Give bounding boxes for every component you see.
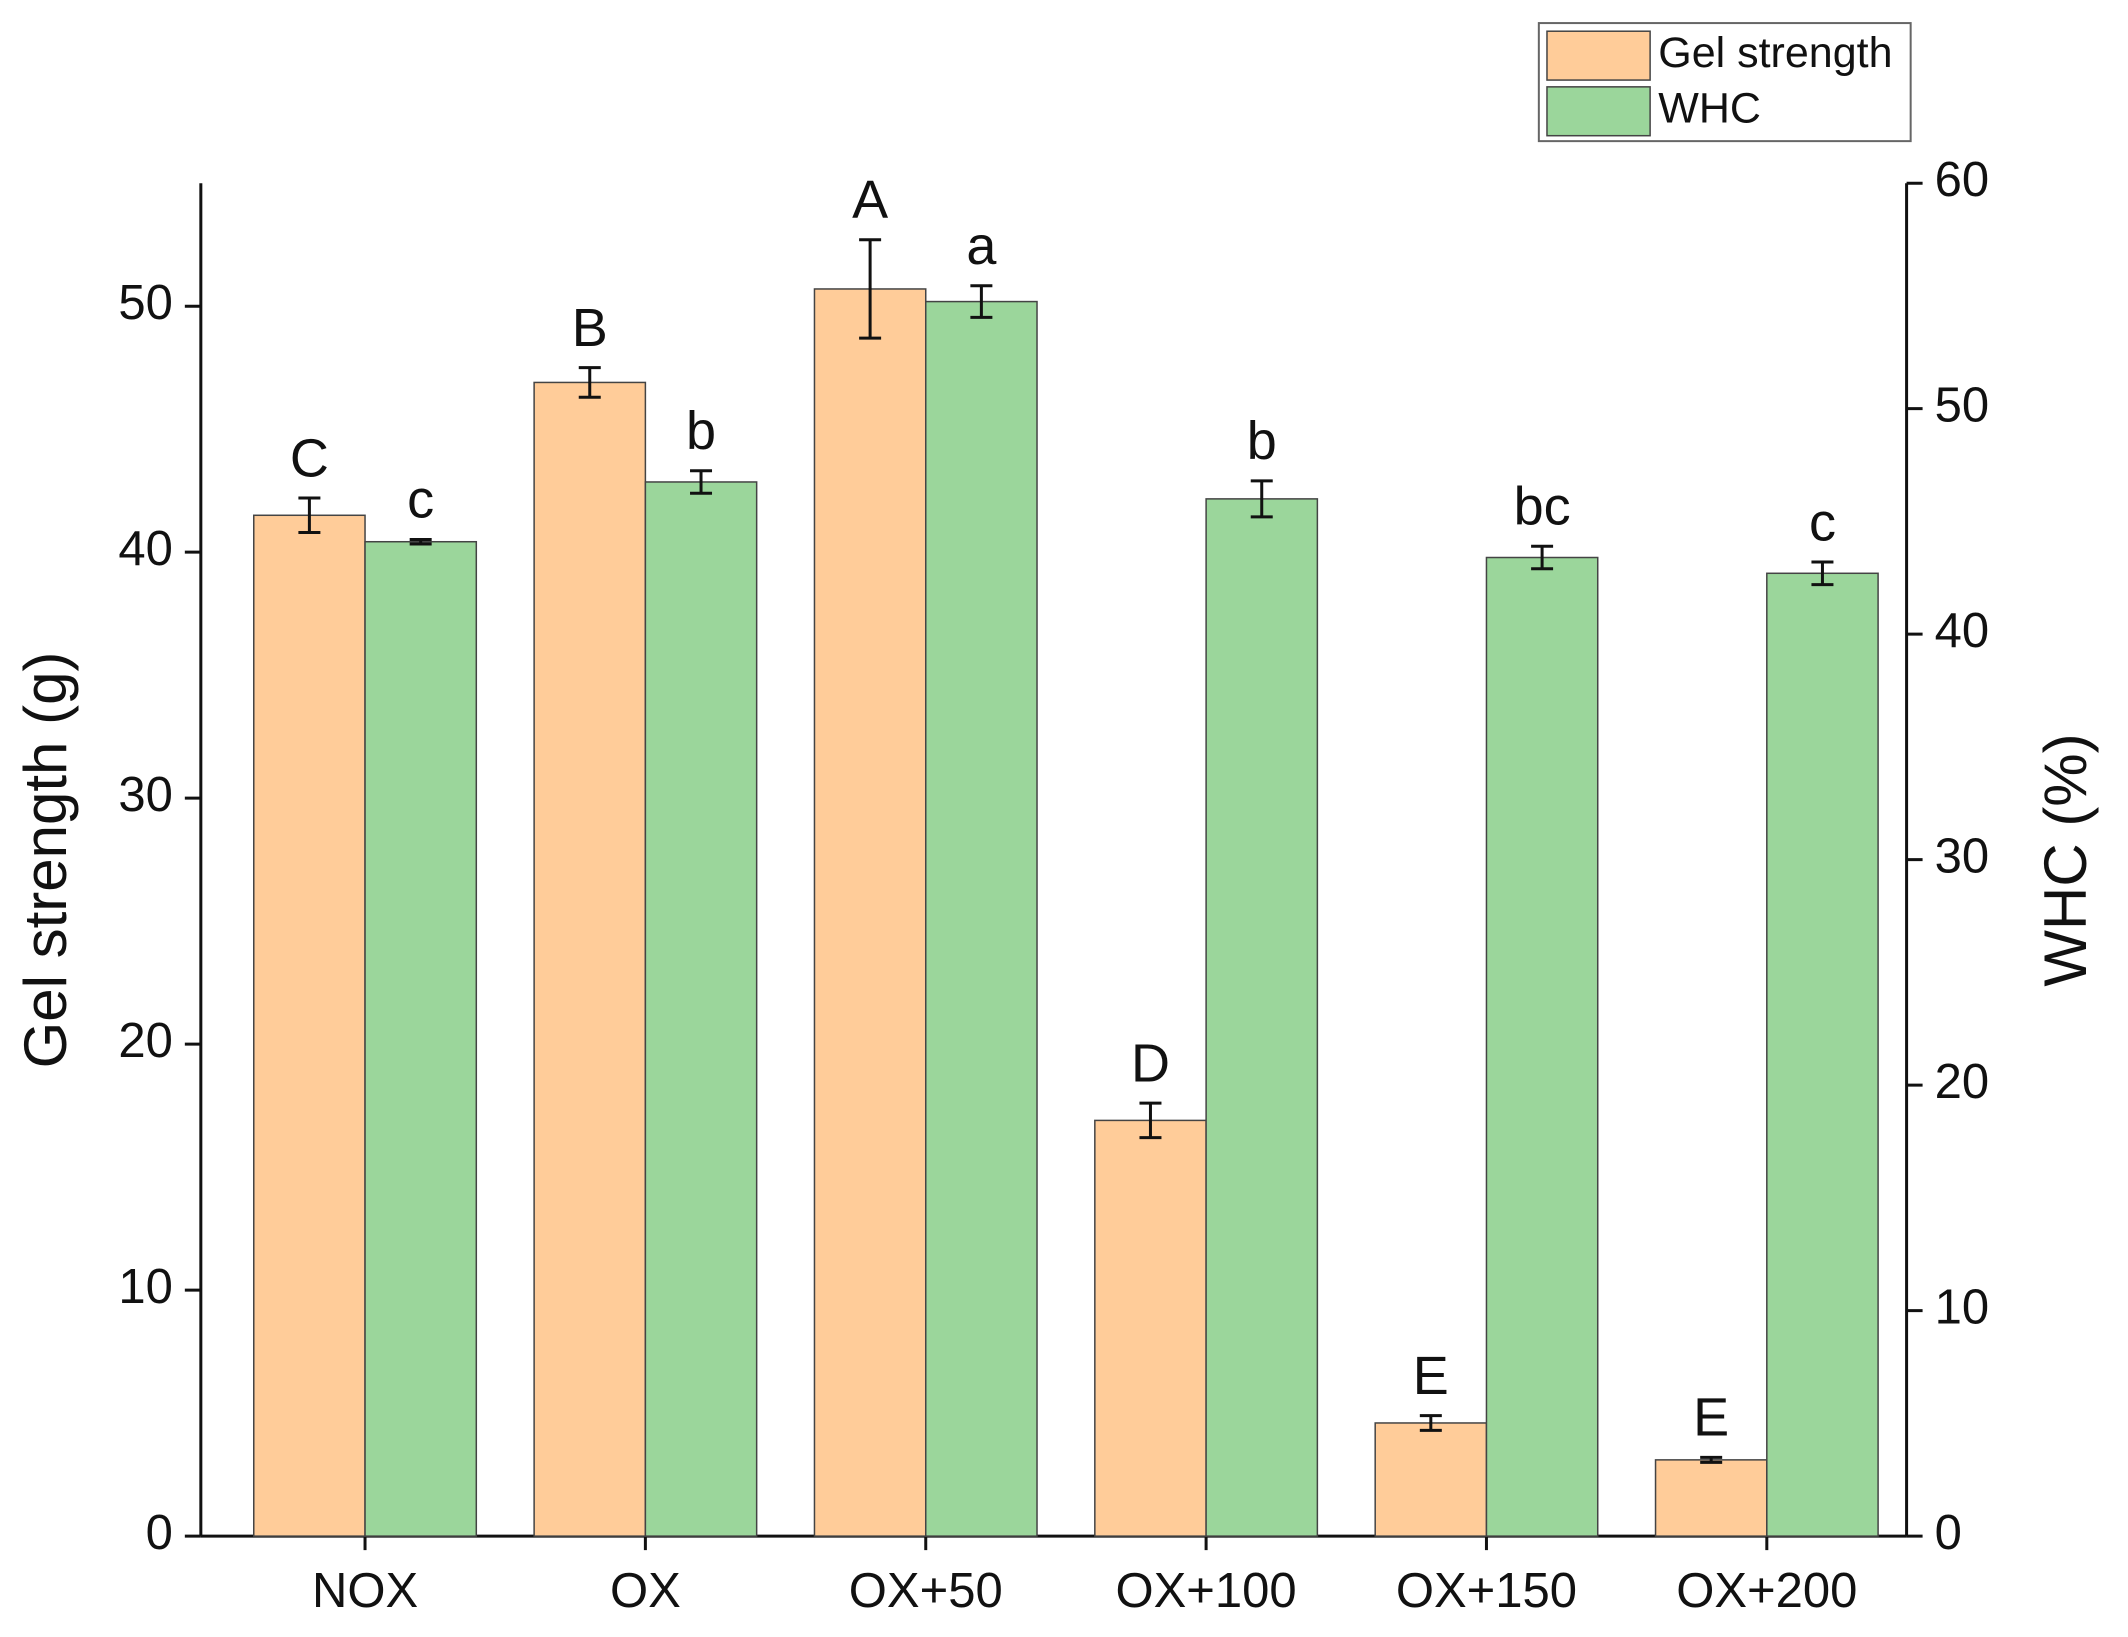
y2-tick-label: 50 — [1935, 379, 1990, 433]
error-bar — [690, 469, 713, 495]
bar — [364, 540, 478, 1537]
error-bar — [1250, 479, 1273, 519]
error-bar — [1139, 1101, 1162, 1140]
significance-letter: c — [1809, 492, 1836, 552]
significance-letter: a — [966, 216, 997, 276]
error-bar — [578, 366, 601, 399]
legend-swatch — [1546, 30, 1651, 81]
x-tick-label: OX+150 — [1396, 1564, 1577, 1618]
error-bar — [970, 284, 993, 319]
bar — [1766, 572, 1879, 1537]
bar — [1654, 1459, 1768, 1537]
y2-tick-label: 20 — [1935, 1055, 1990, 1109]
error-bar — [1419, 1414, 1442, 1432]
y2-tick-label: 60 — [1935, 153, 1990, 207]
significance-letter: b — [1247, 411, 1277, 471]
x-tick-label: OX+200 — [1676, 1564, 1857, 1618]
bar — [1094, 1119, 1207, 1537]
significance-letter: E — [1413, 1346, 1449, 1406]
error-bar — [1811, 560, 1834, 587]
y-tick-label: 50 — [118, 276, 173, 330]
significance-letter: C — [290, 428, 329, 488]
bar — [924, 300, 1038, 1537]
error-bar — [859, 238, 882, 340]
significance-letter: b — [686, 401, 716, 461]
significance-letter: bc — [1514, 476, 1571, 536]
significance-letter: B — [572, 298, 608, 358]
y2-tick-label: 40 — [1935, 604, 1990, 658]
y-tick-label: 40 — [118, 522, 173, 576]
error-bar — [298, 496, 321, 534]
x-tick-label: OX+100 — [1116, 1564, 1297, 1618]
y-tick-label: 0 — [146, 1506, 173, 1560]
bar — [1205, 498, 1319, 1537]
bar — [253, 514, 366, 1537]
y2-tick-label: 10 — [1935, 1281, 1990, 1335]
y-axis-title: Gel strength (g) — [12, 652, 79, 1069]
bar — [533, 381, 647, 1537]
significance-letter: E — [1693, 1388, 1729, 1448]
significance-letter: A — [852, 170, 888, 230]
bar — [1374, 1422, 1488, 1537]
y2-tick-label: 0 — [1935, 1506, 1962, 1560]
x-tick-label: OX+50 — [849, 1564, 1003, 1618]
y2-axis-title: WHC (%) — [2032, 733, 2099, 986]
error-bar — [1700, 1455, 1723, 1464]
legend-label: Gel strength — [1658, 29, 1892, 77]
x-tick-label: OX — [610, 1564, 681, 1618]
x-tick-label: NOX — [312, 1564, 418, 1618]
bar — [813, 288, 927, 1537]
y-tick-label: 10 — [118, 1260, 173, 1314]
y-tick-label: 20 — [118, 1014, 173, 1068]
error-bar — [1531, 544, 1554, 571]
significance-letter: D — [1131, 1033, 1170, 1093]
error-bar — [409, 537, 432, 546]
bar — [644, 481, 758, 1537]
bar — [1485, 556, 1599, 1537]
significance-letter: c — [407, 470, 434, 530]
legend-label: WHC — [1658, 85, 1761, 133]
y2-tick-label: 30 — [1935, 830, 1990, 884]
legend-swatch — [1546, 86, 1651, 137]
y-tick-label: 30 — [118, 768, 173, 822]
